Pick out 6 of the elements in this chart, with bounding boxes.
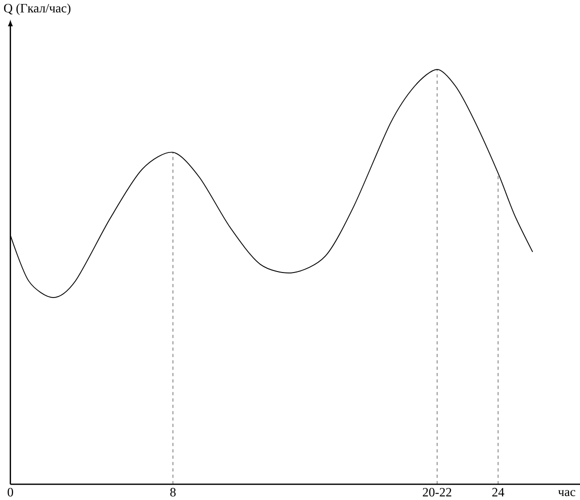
x-axis-title: час bbox=[558, 490, 576, 496]
x-tick-label: 0 bbox=[8, 488, 14, 496]
y-axis-title: Q (Гкал/час) bbox=[4, 4, 70, 16]
x-tick-label: 8 bbox=[170, 488, 176, 496]
x-tick-label: 20-22 bbox=[422, 488, 452, 496]
x-tick-label: 24 bbox=[492, 488, 504, 496]
